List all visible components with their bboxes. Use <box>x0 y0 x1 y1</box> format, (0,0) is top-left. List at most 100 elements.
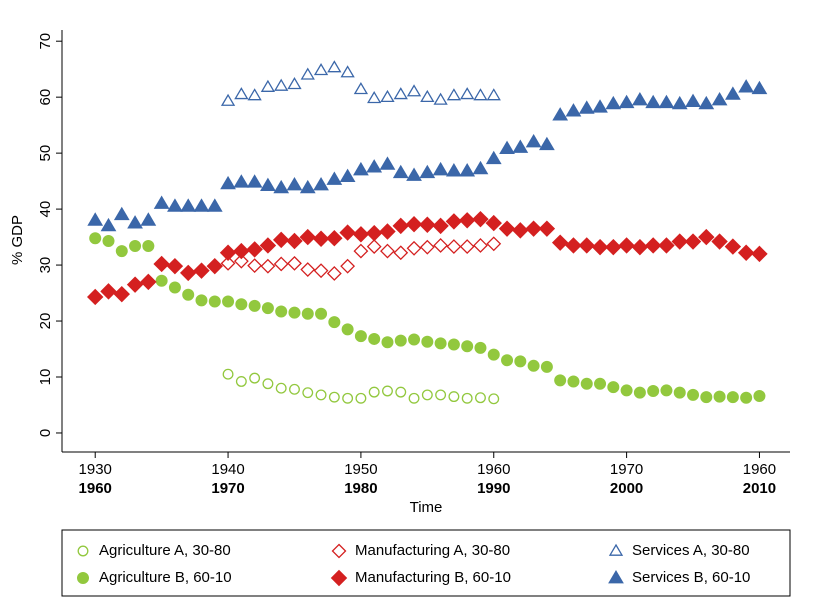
data-point <box>751 245 768 263</box>
legend-marker <box>331 543 347 559</box>
data-point <box>342 392 354 404</box>
data-point <box>272 231 290 249</box>
data-point <box>632 91 648 106</box>
x-tick-label-bottom: 1970 <box>211 480 244 497</box>
y-tick-label: 10 <box>37 369 54 386</box>
data-point <box>153 255 170 273</box>
data-point <box>737 244 755 261</box>
data-point <box>432 161 449 176</box>
data-point <box>382 385 393 397</box>
data-point <box>645 94 662 109</box>
data-point <box>475 392 486 404</box>
data-point <box>340 65 355 78</box>
data-point <box>249 372 261 384</box>
data-point <box>193 262 210 279</box>
data-point <box>313 63 329 76</box>
data-point <box>486 236 502 252</box>
data-point <box>328 316 341 329</box>
data-point <box>208 295 221 308</box>
data-point <box>275 305 288 318</box>
x-tick-label: 1930 <box>79 461 112 478</box>
data-point <box>685 93 701 108</box>
data-point <box>554 374 567 387</box>
data-point <box>525 133 542 148</box>
legend-marker <box>608 543 624 556</box>
data-point <box>246 174 263 188</box>
data-point <box>312 230 330 247</box>
data-point <box>578 100 595 114</box>
data-point <box>512 139 529 153</box>
legend-marker <box>77 545 89 557</box>
data-point <box>222 295 235 308</box>
data-point <box>368 386 380 398</box>
data-point <box>726 391 739 404</box>
data-point <box>286 232 303 250</box>
data-point <box>446 239 462 255</box>
data-point <box>167 198 183 212</box>
data-point <box>326 171 343 185</box>
data-point <box>180 198 197 212</box>
x-tick-label-bottom: 1960 <box>79 480 112 497</box>
data-point <box>288 306 301 319</box>
data-point <box>698 95 715 110</box>
data-point <box>300 262 316 277</box>
data-point <box>365 224 383 242</box>
data-point <box>631 238 649 256</box>
data-point <box>525 220 542 237</box>
data-point <box>113 206 130 221</box>
data-point <box>671 233 688 250</box>
data-point <box>673 386 686 399</box>
y-tick-label: 0 <box>37 429 54 437</box>
data-point <box>235 376 247 387</box>
data-point <box>487 348 500 361</box>
data-point <box>565 103 582 117</box>
x-tick-label: 1940 <box>211 461 244 478</box>
x-tick-label: 1950 <box>344 461 377 478</box>
data-point <box>247 88 262 101</box>
data-point <box>353 82 369 95</box>
data-point <box>367 90 382 104</box>
data-point <box>498 220 516 237</box>
data-point <box>594 377 607 390</box>
data-point <box>248 299 261 312</box>
data-point <box>379 223 396 240</box>
data-point <box>366 159 383 173</box>
data-point <box>380 89 395 103</box>
data-point <box>89 232 102 245</box>
data-point <box>100 283 117 300</box>
data-point <box>432 217 449 235</box>
data-point <box>341 323 354 336</box>
legend-box <box>61 529 791 597</box>
data-point <box>540 360 553 373</box>
data-point <box>142 240 155 253</box>
data-point <box>419 164 436 179</box>
data-point <box>219 244 237 261</box>
data-point <box>633 386 646 399</box>
data-point <box>115 245 128 258</box>
x-tick-label: 1970 <box>610 461 643 478</box>
data-point <box>605 95 622 110</box>
data-point <box>435 389 447 401</box>
data-point <box>326 229 343 247</box>
data-point <box>127 215 143 229</box>
data-point <box>433 92 448 105</box>
y-tick-label: 70 <box>37 33 54 50</box>
data-point <box>421 389 433 401</box>
data-point <box>352 226 370 243</box>
data-point <box>315 307 328 320</box>
data-point <box>592 99 608 113</box>
data-point <box>406 84 422 97</box>
data-point <box>687 388 700 401</box>
data-point <box>392 164 409 179</box>
data-point <box>353 161 369 176</box>
data-point <box>578 237 595 254</box>
data-point <box>380 243 395 259</box>
data-point <box>166 257 184 275</box>
legend-marker <box>608 570 624 584</box>
data-point <box>87 288 104 306</box>
x-tick-label: 1960 <box>477 461 510 478</box>
y-axis-label: % GDP <box>9 215 26 265</box>
data-point <box>420 89 435 103</box>
data-point <box>713 390 726 403</box>
data-point <box>326 266 342 281</box>
